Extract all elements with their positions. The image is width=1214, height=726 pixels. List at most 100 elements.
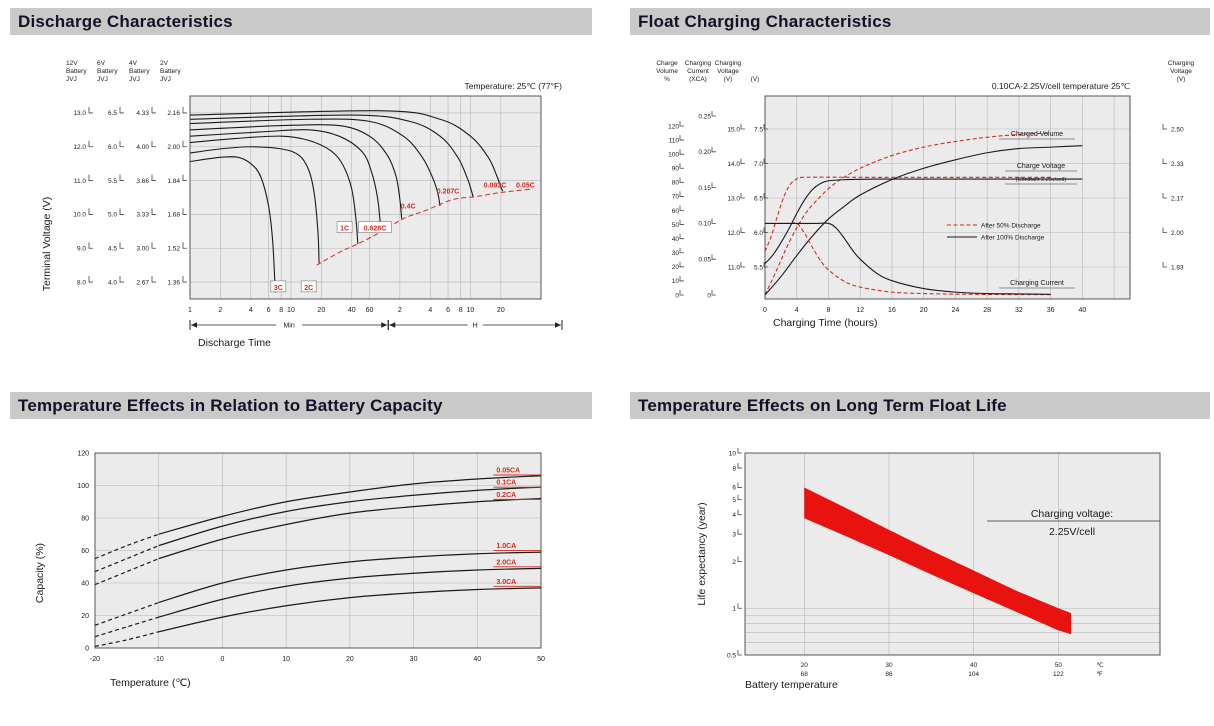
svg-text:20: 20 (81, 613, 89, 620)
svg-text:0.207C: 0.207C (437, 189, 460, 196)
svg-text:16: 16 (888, 307, 896, 314)
svg-text:(V): (V) (1177, 76, 1186, 83)
svg-text:1.52: 1.52 (167, 246, 180, 253)
svg-text:(Constant 2.25v/cell): (Constant 2.25v/cell) (1016, 177, 1067, 183)
svg-text:100: 100 (77, 483, 89, 490)
svg-text:After 50% Discharge: After 50% Discharge (981, 223, 1041, 230)
svg-text:Temperature: 25℃ (77°F): Temperature: 25℃ (77°F) (464, 81, 562, 91)
float-life-title-text: Temperature Effects on Long Term Float L… (638, 396, 1007, 415)
svg-text:Battery: Battery (97, 68, 118, 75)
svg-text:6: 6 (732, 485, 736, 492)
svg-text:0.1CA: 0.1CA (496, 480, 516, 487)
svg-text:JVJ: JVJ (160, 76, 171, 83)
svg-text:3: 3 (732, 531, 736, 538)
svg-text:2.0CA: 2.0CA (496, 559, 516, 566)
svg-text:14.0: 14.0 (727, 161, 740, 168)
svg-text:8.0: 8.0 (77, 279, 86, 286)
svg-text:60: 60 (672, 208, 680, 215)
svg-text:30: 30 (410, 656, 418, 663)
svg-text:0.05C: 0.05C (516, 182, 535, 189)
svg-text:100: 100 (668, 151, 679, 158)
svg-text:0.15: 0.15 (698, 185, 711, 192)
svg-text:Battery: Battery (66, 68, 87, 75)
svg-text:10.0: 10.0 (73, 212, 86, 219)
svg-text:4: 4 (795, 307, 799, 314)
svg-text:40: 40 (348, 307, 356, 314)
svg-text:Voltage: Voltage (1170, 68, 1192, 75)
svg-text:2.50: 2.50 (1171, 126, 1184, 133)
svg-text:Charging: Charging (1168, 60, 1195, 67)
svg-text:6.0: 6.0 (754, 230, 763, 237)
panel-float-charging: Float Charging Characteristics Charge Vol… (625, 8, 1210, 375)
float-life-chart: 1086543210.5206830864010450122℃℉Charging… (696, 448, 1161, 691)
svg-text:3.66: 3.66 (136, 178, 149, 185)
svg-text:JVJ: JVJ (129, 76, 140, 83)
svg-text:Temperature (℃): Temperature (℃) (110, 677, 191, 689)
float-charging-chart: ChargeVolume%120110100908070605040302010… (656, 60, 1195, 329)
svg-text:86: 86 (885, 671, 893, 678)
svg-text:Charged Volume: Charged Volume (1011, 131, 1063, 138)
temperature-capacity-title: Temperature Effects in Relation to Batte… (10, 392, 592, 419)
float-charging-title-text: Float Charging Characteristics (638, 12, 892, 31)
svg-text:4.0: 4.0 (108, 279, 117, 286)
svg-text:40: 40 (81, 581, 89, 588)
svg-text:30: 30 (885, 662, 893, 669)
svg-text:1.84: 1.84 (167, 178, 180, 185)
svg-text:0.4C: 0.4C (401, 203, 416, 210)
svg-text:120: 120 (668, 123, 679, 130)
svg-text:2.17: 2.17 (1171, 195, 1184, 202)
svg-text:20: 20 (801, 662, 809, 669)
svg-text:11.0: 11.0 (728, 264, 741, 271)
svg-text:0.093C: 0.093C (484, 182, 507, 189)
svg-text:110: 110 (669, 137, 680, 144)
panel-float-life: Temperature Effects on Long Term Float L… (625, 392, 1210, 723)
svg-text:32: 32 (1015, 307, 1023, 314)
svg-text:1.0CA: 1.0CA (496, 543, 516, 550)
svg-text:2.00: 2.00 (167, 144, 180, 151)
svg-text:Capacity (%): Capacity (%) (34, 543, 46, 603)
svg-text:28: 28 (983, 307, 991, 314)
svg-text:0: 0 (675, 292, 679, 299)
svg-text:2C: 2C (304, 285, 313, 292)
svg-text:(V): (V) (724, 76, 733, 83)
svg-text:2: 2 (218, 307, 222, 314)
svg-text:40: 40 (970, 662, 978, 669)
svg-text:-20: -20 (90, 656, 100, 663)
discharge-title-text: Discharge Characteristics (18, 12, 233, 31)
discharge-title: Discharge Characteristics (10, 8, 592, 35)
svg-text:6V: 6V (97, 60, 106, 67)
svg-text:60: 60 (81, 548, 89, 555)
svg-text:Charging: Charging (715, 60, 742, 67)
svg-text:9.0: 9.0 (77, 246, 86, 253)
svg-text:Current: Current (687, 68, 709, 75)
svg-text:50: 50 (537, 656, 545, 663)
svg-text:0.05: 0.05 (698, 257, 711, 264)
svg-text:Battery: Battery (160, 68, 181, 75)
svg-text:30: 30 (672, 250, 680, 257)
svg-text:122: 122 (1053, 671, 1064, 678)
svg-text:2: 2 (732, 559, 736, 566)
svg-text:0.25: 0.25 (698, 113, 711, 120)
svg-text:7.0: 7.0 (754, 161, 763, 168)
svg-text:℉: ℉ (1096, 671, 1103, 678)
svg-text:13.0: 13.0 (727, 195, 740, 202)
svg-text:Battery: Battery (129, 68, 150, 75)
svg-text:4: 4 (249, 307, 253, 314)
svg-text:6.5: 6.5 (754, 195, 763, 202)
svg-text:Terminal Voltage (V): Terminal Voltage (V) (41, 197, 53, 292)
svg-text:4.00: 4.00 (136, 144, 149, 151)
svg-text:4V: 4V (129, 60, 138, 67)
svg-text:5.5: 5.5 (754, 264, 763, 271)
svg-text:2: 2 (398, 307, 402, 314)
discharge-chart: 3C 2C 1C 0.628C 0.4C 0.207C 0.093C 0.05C Tempera… (41, 60, 563, 349)
svg-text:8: 8 (459, 307, 463, 314)
svg-text:Life expectancy (year): Life expectancy (year) (696, 502, 708, 605)
svg-text:(V): (V) (751, 76, 760, 83)
svg-text:50: 50 (672, 222, 680, 229)
svg-text:1C: 1C (340, 226, 349, 233)
temperature-capacity-chart: 0.05CA 0.1CA 0.2CA 1.0CA 2.0CA 3.0CA 0 20 40 60 80… (34, 451, 545, 690)
svg-text:6: 6 (267, 307, 271, 314)
svg-text:3.33: 3.33 (136, 212, 149, 219)
svg-text:3.00: 3.00 (136, 246, 149, 253)
svg-text:4: 4 (428, 307, 432, 314)
